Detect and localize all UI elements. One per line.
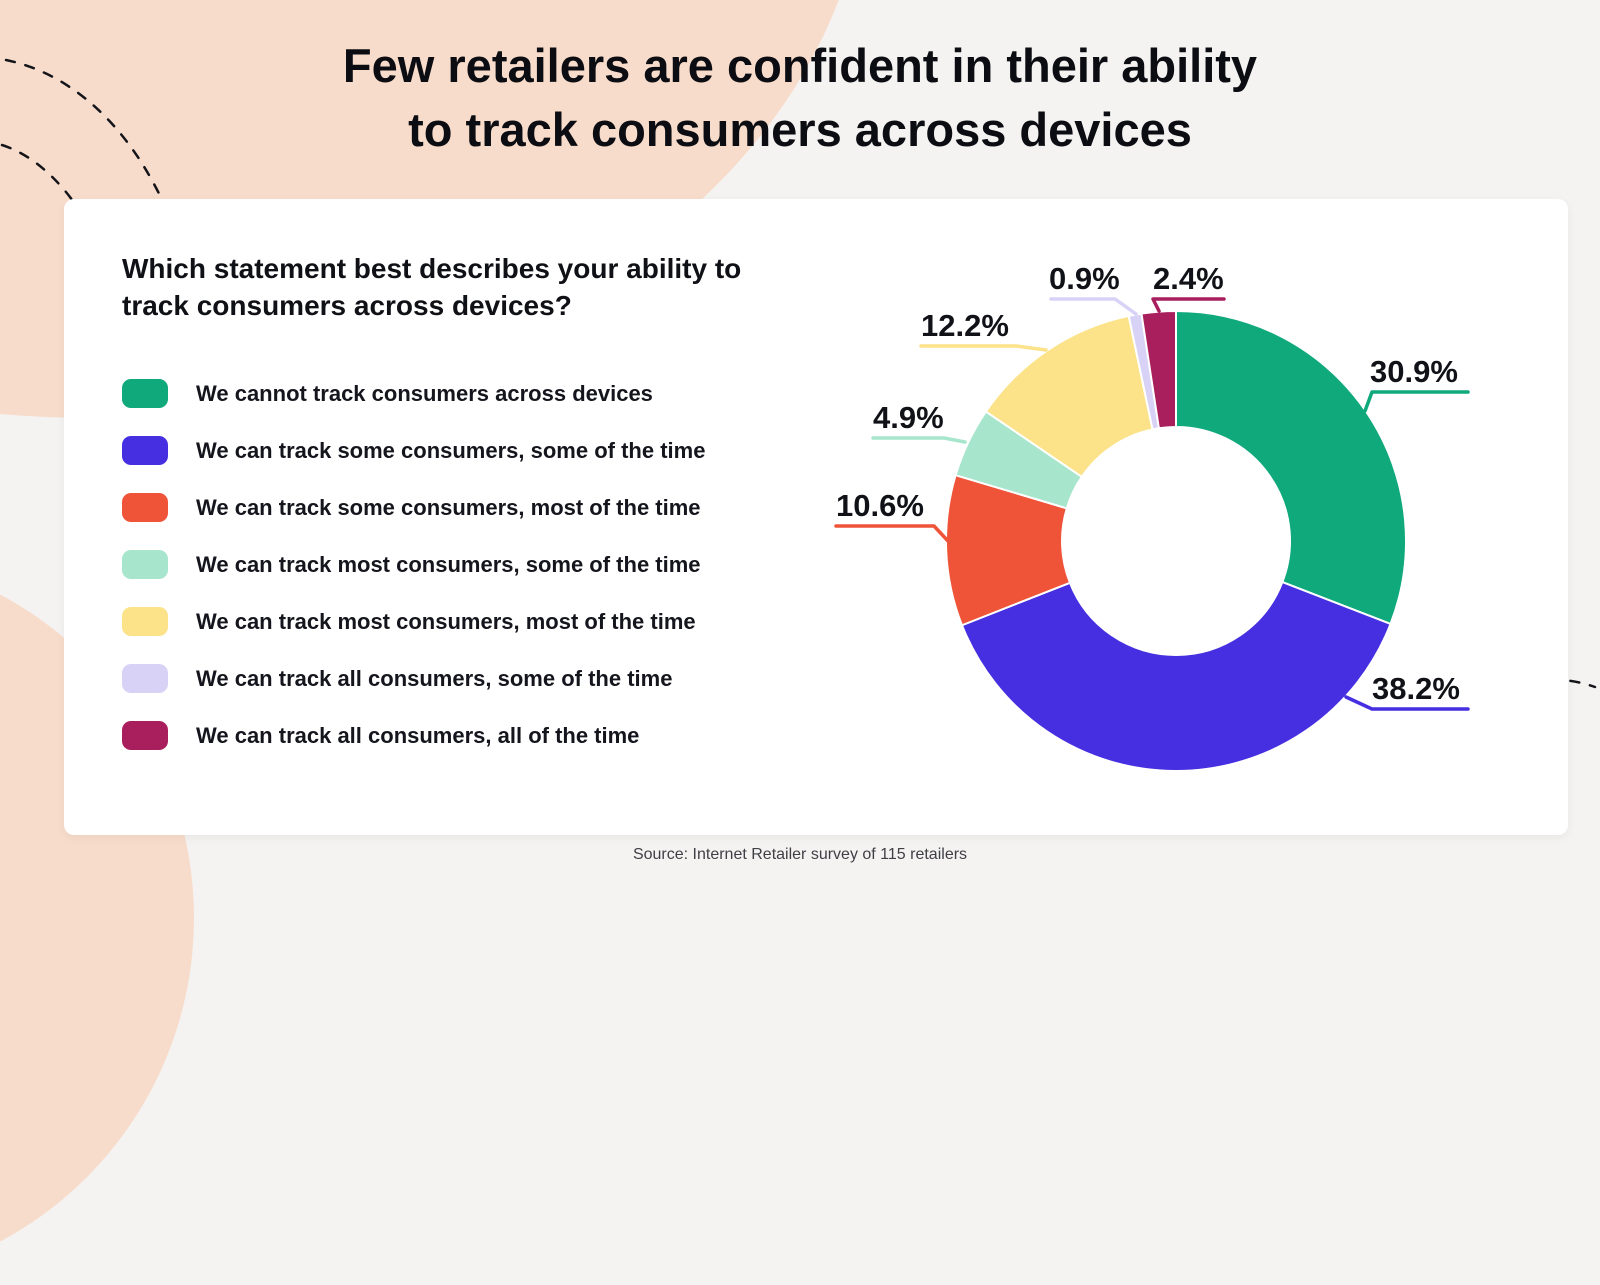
legend-swatch <box>122 379 168 408</box>
legend-swatch <box>122 664 168 693</box>
donut-slices <box>945 309 1407 772</box>
callout-0-9: 0.9% <box>1049 261 1138 316</box>
slice-value-label: 38.2% <box>1372 671 1460 706</box>
legend-swatch <box>122 550 168 579</box>
chart-card: Which statement best describes your abil… <box>64 199 1568 835</box>
legend-item: We can track some consumers, most of the… <box>122 493 705 522</box>
callout-line <box>1049 297 1138 316</box>
donut-slice <box>1175 310 1407 625</box>
callout-4-9: 4.9% <box>871 400 967 444</box>
callout-line <box>834 524 950 543</box>
callout-10-6: 10.6% <box>834 488 950 543</box>
legend-item: We cannot track consumers across devices <box>122 379 705 408</box>
page-title-line-2: to track consumers across devices <box>408 102 1192 156</box>
slice-value-label: 0.9% <box>1049 261 1120 296</box>
legend-item: We can track most consumers, most of the… <box>122 607 705 636</box>
legend-label: We can track all consumers, some of the … <box>196 665 673 691</box>
callout-38-2: 38.2% <box>1344 671 1470 711</box>
chart-question: Which statement best describes your abil… <box>122 253 742 321</box>
callout-line <box>871 436 967 444</box>
legend-swatch <box>122 607 168 636</box>
callout-2-4: 2.4% <box>1151 261 1226 313</box>
callout-30-9: 30.9% <box>1363 354 1470 413</box>
legend-label: We cannot track consumers across devices <box>196 380 653 406</box>
legend-label: We can track most consumers, some of the… <box>196 551 701 577</box>
legend-swatch <box>122 721 168 750</box>
callout-line <box>1363 390 1470 413</box>
legend-item: We can track most consumers, some of the… <box>122 550 705 579</box>
slice-value-label: 2.4% <box>1153 261 1224 296</box>
legend-label: We can track most consumers, most of the… <box>196 608 696 634</box>
legend-item: We can track all consumers, all of the t… <box>122 721 705 750</box>
callout-12-2: 12.2% <box>919 308 1048 352</box>
legend-label: We can track some consumers, some of the… <box>196 437 706 463</box>
dashed-arc <box>4 58 170 215</box>
callout-line <box>919 344 1048 352</box>
slice-value-label: 4.9% <box>873 400 944 435</box>
callout-line <box>1344 695 1470 711</box>
slice-value-label: 30.9% <box>1370 354 1458 389</box>
source-note: Source: Internet Retailer survey of 115 … <box>632 846 968 863</box>
donut-slice <box>1140 309 1177 430</box>
slice-value-label: 10.6% <box>836 488 924 523</box>
legend-swatch <box>122 493 168 522</box>
donut-chart-svg: 30.9% 38.2% 10.6% 4.9% 12.2% 0.9% 2.4% <box>834 261 1470 772</box>
legend-label: We can track some consumers, most of the… <box>196 494 701 520</box>
legend-item: We can track all consumers, some of the … <box>122 664 705 693</box>
callout-line <box>1151 297 1226 313</box>
chart-legend: We cannot track consumers across devices… <box>122 379 705 750</box>
page-title: Few retailers are confident in their abi… <box>0 34 1600 162</box>
legend-item: We can track some consumers, some of the… <box>122 436 705 465</box>
page-title-line-1: Few retailers are confident in their abi… <box>342 39 1258 92</box>
donut-slice <box>960 581 1392 772</box>
slice-value-label: 12.2% <box>921 308 1009 343</box>
legend-label: We can track all consumers, all of the t… <box>196 722 640 748</box>
legend-swatch <box>122 436 168 465</box>
